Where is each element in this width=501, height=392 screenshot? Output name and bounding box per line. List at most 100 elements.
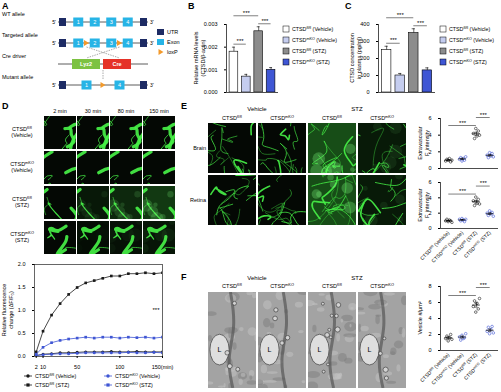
svg-text:CTSDmKO (Vehicle): CTSDmKO (Vehicle)	[430, 229, 464, 263]
svg-text:(CTSD/β-actin): (CTSD/β-actin)	[200, 39, 206, 76]
svg-text:200: 200	[360, 55, 369, 61]
svg-text:D: D	[2, 101, 9, 111]
svg-text:Vesicle #/μm²: Vesicle #/μm²	[417, 301, 423, 334]
svg-text:Mutant allele: Mutant allele	[2, 74, 33, 80]
svg-text:CTSDmKO: CTSDmKO	[370, 115, 394, 121]
svg-text:6: 6	[428, 115, 431, 121]
svg-text:0.003: 0.003	[204, 21, 218, 27]
svg-text:2: 2	[93, 19, 96, 25]
svg-text:0.000: 0.000	[204, 89, 218, 95]
svg-text:CTSDmKO (STZ): CTSDmKO (STZ)	[449, 59, 487, 65]
svg-text:F. intensity: F. intensity	[424, 130, 430, 156]
svg-text:***: ***	[480, 180, 488, 186]
svg-text:WT allele: WT allele	[2, 11, 25, 17]
svg-text:0.002: 0.002	[204, 44, 218, 50]
svg-text:CTSDmKO (STZ): CTSDmKO (STZ)	[462, 351, 492, 381]
svg-text:***: ***	[480, 112, 488, 118]
svg-text:Retina: Retina	[190, 197, 207, 203]
svg-text:CTSDmKO: CTSDmKO	[370, 283, 394, 289]
svg-text:1: 1	[77, 40, 80, 46]
svg-text:STZ: STZ	[351, 275, 363, 281]
svg-text:2: 2	[35, 364, 38, 370]
svg-text:F: F	[181, 272, 187, 282]
svg-text:CTSDfl/fl (STZ): CTSDfl/fl (STZ)	[451, 351, 478, 378]
svg-text:Cre driver: Cre driver	[2, 53, 26, 59]
svg-text:2: 2	[428, 331, 431, 337]
svg-text:CTSDmKO(Vehicle): CTSDmKO(Vehicle)	[10, 161, 34, 173]
svg-text:change (ΔF/F₀): change (ΔF/F₀)	[8, 291, 14, 329]
svg-text:CTSDfl/fl (STZ): CTSDfl/fl (STZ)	[35, 382, 69, 388]
svg-text:0: 0	[428, 225, 431, 231]
svg-text:Extravascular: Extravascular	[417, 126, 423, 159]
svg-text:***: ***	[459, 188, 467, 194]
svg-text:CTSDfl/fl (STZ): CTSDfl/fl (STZ)	[292, 48, 326, 54]
svg-text:CTSDmKO (Vehicle): CTSDmKO (Vehicle)	[430, 351, 464, 385]
svg-text:CTSDfl/fl: CTSDfl/fl	[322, 115, 342, 121]
svg-text:Vehicle: Vehicle	[247, 275, 267, 281]
svg-text:5': 5'	[52, 82, 56, 88]
svg-text:CTSDmKO: CTSDmKO	[270, 283, 294, 289]
svg-text:C: C	[345, 1, 352, 11]
svg-text:0.001: 0.001	[204, 67, 218, 73]
svg-text:CTSDfl/fl(STZ): CTSDfl/fl(STZ)	[12, 196, 32, 208]
svg-text:0: 0	[366, 89, 369, 95]
svg-text:4: 4	[428, 315, 431, 321]
svg-text:50: 50	[74, 364, 80, 370]
svg-text:CTSDfl/fl (Vehicle): CTSDfl/fl (Vehicle)	[419, 229, 451, 261]
svg-text:STZ: STZ	[351, 106, 363, 112]
svg-text:6: 6	[428, 179, 431, 185]
svg-text:Cre: Cre	[112, 61, 121, 67]
svg-text:in plasma (pg/ml): in plasma (pg/ml)	[356, 37, 362, 79]
svg-text:3': 3'	[150, 19, 154, 25]
svg-text:CTSDfl/fl (Vehicle): CTSDfl/fl (Vehicle)	[292, 26, 333, 32]
svg-text:CTSDmKO(STZ): CTSDmKO(STZ)	[10, 231, 34, 243]
svg-text:CTSDmKO (Vehicle): CTSDmKO (Vehicle)	[292, 37, 337, 43]
svg-text:***: ***	[480, 282, 488, 288]
svg-text:CTSDfl/fl (STZ): CTSDfl/fl (STZ)	[451, 229, 478, 256]
svg-text:CTSDfl/fl: CTSDfl/fl	[322, 283, 342, 289]
svg-text:Relative mRNA levels: Relative mRNA levels	[193, 31, 199, 84]
svg-text:0.5: 0.5	[18, 330, 26, 336]
svg-text:0: 0	[428, 165, 431, 171]
svg-text:0.0: 0.0	[18, 353, 26, 359]
svg-text:1.0: 1.0	[18, 307, 26, 313]
svg-text:***: ***	[243, 10, 251, 16]
svg-text:***: ***	[459, 120, 467, 126]
svg-text:F. intensity: F. intensity	[424, 192, 430, 218]
svg-text:4: 4	[428, 132, 431, 138]
svg-text:***: ***	[397, 12, 405, 18]
svg-text:3': 3'	[150, 40, 154, 46]
svg-text:150 min: 150 min	[149, 108, 169, 114]
svg-text:CTSD concentration: CTSD concentration	[349, 33, 355, 83]
svg-text:L: L	[318, 346, 322, 353]
svg-text:4: 4	[118, 82, 121, 88]
svg-text:CTSDfl/fl (Vehicle): CTSDfl/fl (Vehicle)	[35, 373, 76, 379]
svg-text:6: 6	[428, 299, 431, 305]
svg-text:Extravascular: Extravascular	[417, 188, 423, 221]
svg-text:0: 0	[428, 347, 431, 353]
svg-text:300: 300	[360, 38, 369, 44]
svg-text:CTSDfl/fl (STZ): CTSDfl/fl (STZ)	[449, 48, 483, 54]
svg-text:CTSDmKO (STZ): CTSDmKO (STZ)	[115, 382, 153, 388]
svg-text:5': 5'	[52, 40, 56, 46]
svg-text:2: 2	[428, 149, 431, 155]
svg-text:2 min: 2 min	[53, 108, 66, 114]
svg-text:***: ***	[459, 290, 467, 296]
svg-text:2: 2	[93, 40, 96, 46]
svg-text:L: L	[218, 346, 222, 353]
svg-text:CTSDmKO (Vehicle): CTSDmKO (Vehicle)	[449, 37, 494, 43]
svg-text:3: 3	[110, 40, 113, 46]
svg-text:1: 1	[77, 19, 80, 25]
svg-text:CTSDfl/fl: CTSDfl/fl	[222, 115, 242, 121]
svg-text:150(min): 150(min)	[152, 364, 174, 370]
svg-text:Vehicle: Vehicle	[247, 106, 267, 112]
svg-text:4: 4	[126, 40, 129, 46]
svg-text:1: 1	[85, 82, 88, 88]
svg-text:10: 10	[40, 364, 46, 370]
svg-text:4: 4	[126, 19, 129, 25]
svg-text:Relative fluorescence: Relative fluorescence	[1, 284, 7, 337]
svg-text:CTSDmKO (STZ): CTSDmKO (STZ)	[462, 229, 492, 259]
svg-text:2.0: 2.0	[18, 261, 26, 267]
svg-text:loxP: loxP	[167, 49, 178, 55]
svg-text:B: B	[188, 1, 195, 11]
